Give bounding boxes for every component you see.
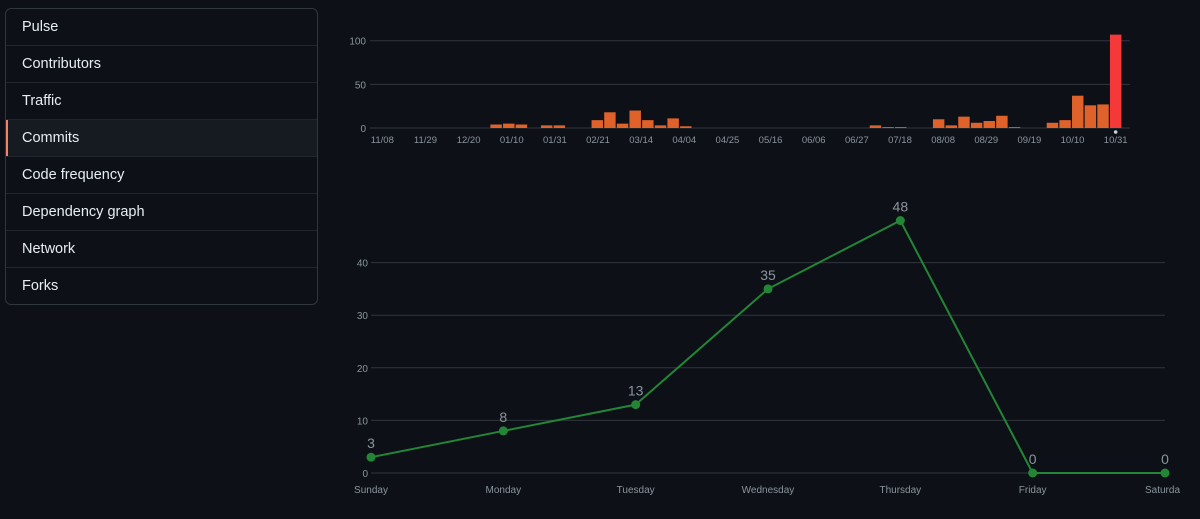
- bar-week-19: [616, 123, 629, 128]
- line-x-tick-label: Saturday: [1145, 485, 1180, 496]
- bar-week-55: [1072, 95, 1084, 128]
- data-label-sunday: 3: [367, 435, 375, 451]
- bar-week-20: [629, 110, 641, 128]
- bar-week-46: [958, 116, 970, 128]
- sidebar-item-contributors[interactable]: Contributors: [6, 45, 317, 82]
- bar-x-tick-label: 06/27: [845, 135, 869, 146]
- line-x-tick-label: Wednesday: [742, 485, 795, 496]
- bar-x-tick-label: 05/16: [759, 135, 783, 146]
- data-label-wednesday: 35: [760, 267, 776, 283]
- weekly-commits-bar-chart: 0 50 100 11/08 11/29 12/20 01/10 01/31 02/21 03/1…: [349, 34, 1130, 146]
- sidebar-item-commits[interactable]: Commits: [6, 119, 317, 156]
- selected-week-dot: [1113, 130, 1118, 134]
- data-label-saturday: 0: [1161, 451, 1169, 467]
- bar-x-tick-label: 09/19: [1018, 135, 1042, 146]
- bar-x-tick-label: 08/08: [931, 135, 955, 146]
- bar-week-49: [996, 115, 1008, 128]
- line-y-tick-label: 40: [357, 259, 369, 270]
- sidebar-item-traffic[interactable]: Traffic: [6, 82, 317, 119]
- bar-x-tick-label: 08/29: [974, 135, 998, 146]
- bar-week-50: [1008, 127, 1021, 128]
- bar-week-45: [945, 125, 958, 128]
- data-label-friday: 0: [1029, 451, 1037, 467]
- line-y-tick-label: 30: [357, 311, 369, 322]
- point-tuesday: [631, 400, 641, 410]
- bar-x-tick-label: 02/21: [586, 135, 610, 146]
- bar-week-57: [1097, 104, 1109, 128]
- bar-week-44: [932, 119, 945, 128]
- bar-week-21: [642, 120, 654, 128]
- line-y-tick-label: 10: [357, 416, 369, 427]
- data-label-tuesday: 13: [628, 383, 644, 399]
- line-x-tick-label: Sunday: [354, 485, 388, 496]
- line-x-tick-label: Thursday: [879, 485, 921, 496]
- point-monday: [498, 426, 508, 436]
- bar-x-tick-label: 10/31: [1104, 135, 1128, 146]
- sidebar-item-code-frequency[interactable]: Code frequency: [6, 156, 317, 193]
- point-saturday: [1160, 468, 1170, 478]
- bar-week-47: [970, 122, 983, 128]
- bar-week-58: [1109, 34, 1122, 129]
- point-thursday: [895, 216, 905, 226]
- line-x-tick-label: Tuesday: [617, 485, 655, 496]
- bar-x-tick-label: 01/31: [543, 135, 567, 146]
- bar-x-tick-label: 12/20: [457, 135, 481, 146]
- bar-week-13: [540, 125, 553, 128]
- bar-week-17: [591, 120, 603, 128]
- line-x-tick-label: Monday: [486, 485, 522, 496]
- bar-week-9: [490, 124, 502, 128]
- bar-week-22: [654, 125, 667, 128]
- bar-week-24: [680, 126, 692, 128]
- bar-week-48: [983, 121, 995, 128]
- line-x-tick-label: Friday: [1019, 485, 1047, 496]
- bar-week-41: [895, 127, 907, 128]
- bar-week-23: [667, 118, 679, 128]
- bar-x-tick-label: 03/14: [629, 135, 653, 146]
- bar-week-18: [604, 112, 616, 128]
- data-label-monday: 8: [499, 409, 507, 425]
- bar-week-14: [553, 125, 566, 128]
- bar-week-40: [882, 127, 894, 128]
- bar-x-tick-label: 11/29: [414, 135, 437, 146]
- bar-x-tick-label: 10/10: [1061, 135, 1085, 146]
- bar-x-tick-label: 04/04: [672, 135, 696, 146]
- bar-x-tick-label: 07/18: [888, 135, 912, 146]
- insights-sidebar: Pulse Contributors Traffic Commits Code …: [5, 8, 318, 305]
- bar-y-tick-label: 100: [349, 37, 366, 48]
- point-friday: [1028, 468, 1038, 478]
- bar-x-tick-label: 06/06: [802, 135, 826, 146]
- bar-week-10: [503, 123, 515, 128]
- bar-x-tick-label: 01/10: [500, 135, 524, 146]
- point-wednesday: [763, 284, 773, 294]
- bar-y-tick-label: 0: [360, 124, 366, 135]
- sidebar-item-dependency-graph[interactable]: Dependency graph: [6, 193, 317, 230]
- line-y-tick-label: 0: [362, 469, 368, 480]
- bar-x-tick-label: 04/25: [716, 135, 740, 146]
- bar-week-56: [1084, 105, 1097, 128]
- point-sunday: [366, 452, 376, 462]
- sidebar-item-network[interactable]: Network: [6, 230, 317, 267]
- bar-week-11: [515, 124, 528, 128]
- line-y-tick-label: 20: [357, 364, 369, 375]
- sidebar-item-forks[interactable]: Forks: [6, 267, 317, 304]
- bar-y-tick-label: 50: [355, 80, 367, 91]
- commits-series-line: [370, 219, 1165, 474]
- bar-week-39: [869, 125, 882, 128]
- bar-week-54: [1059, 120, 1071, 128]
- bar-week-53: [1046, 122, 1059, 128]
- sidebar-item-pulse[interactable]: Pulse: [22, 19, 59, 35]
- bar-x-tick-label: 11/08: [371, 135, 394, 146]
- commits-per-weekday-line-chart: 0 10 20 30 40 3 Sunday 8 Monday 13 Tuesday 35 Wednes…: [354, 199, 1180, 496]
- data-label-thursday: 48: [893, 199, 909, 215]
